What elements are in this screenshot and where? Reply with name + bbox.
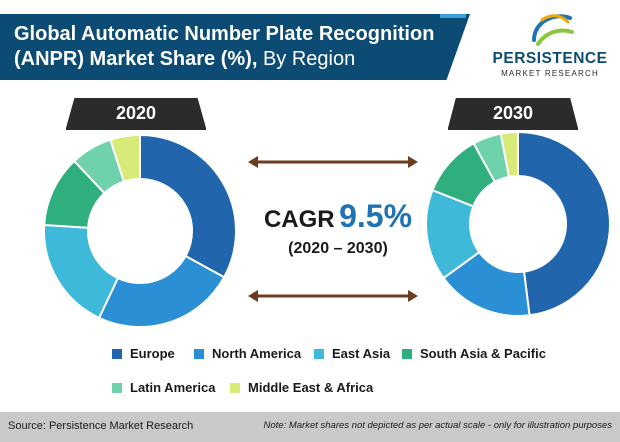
logo-sub-text: MARKET RESEARCH bbox=[501, 69, 599, 78]
cagr-block: CAGR 9.5% bbox=[248, 198, 428, 235]
legend-label: Latin America bbox=[130, 380, 216, 395]
legend-label: North America bbox=[212, 346, 302, 361]
cagr-label: CAGR bbox=[263, 206, 335, 233]
persistence-logo: PERSISTENCE MARKET RESEARCH bbox=[488, 10, 612, 90]
cagr-value: 9.5% bbox=[339, 198, 413, 234]
title-accent-bar bbox=[440, 14, 466, 18]
year-underline-2030 bbox=[448, 128, 578, 130]
donut-slice-2030-middle-east-and-africa bbox=[499, 130, 519, 179]
legend-swatch bbox=[230, 383, 240, 393]
donut-slice-2020-north-america bbox=[97, 254, 226, 328]
double-arrow-bottom-icon bbox=[248, 290, 418, 302]
legend-label: East Asia bbox=[332, 346, 391, 361]
legend-label: South Asia & Pacific bbox=[420, 346, 546, 361]
legend-label: Europe bbox=[130, 346, 175, 361]
legend-swatch bbox=[112, 349, 122, 359]
page-title-main: Global Automatic Number Plate Recognitio… bbox=[14, 23, 435, 70]
year-tab-2030: 2030 bbox=[448, 98, 578, 128]
legend-label: Middle East & Africa bbox=[248, 380, 374, 395]
donut-chart-2030 bbox=[425, 130, 611, 317]
legend-row-2: Latin America Middle East & Africa bbox=[0, 378, 620, 398]
footer-bar: Source: Persistence Market Research Note… bbox=[0, 412, 620, 442]
page-title: Global Automatic Number Plate Recognitio… bbox=[14, 22, 464, 72]
legend-swatch bbox=[314, 349, 324, 359]
double-arrow-top-icon bbox=[248, 156, 418, 168]
year-underline-2020 bbox=[66, 128, 206, 130]
donut-slice-2020-europe bbox=[139, 133, 237, 279]
logo-main-text: PERSISTENCE bbox=[492, 50, 608, 67]
title-banner bbox=[0, 14, 470, 80]
legend-swatch bbox=[112, 383, 122, 393]
cagr-period: (2020 – 2030) bbox=[288, 240, 388, 257]
donut-slice-2020-east-asia bbox=[43, 223, 120, 320]
page-title-suffix: By Region bbox=[257, 48, 356, 70]
legend-swatch bbox=[194, 349, 204, 359]
footer-source: Source: Persistence Market Research bbox=[8, 420, 194, 432]
legend-swatch bbox=[402, 349, 412, 359]
donut-slice-2020-middle-east-and-africa bbox=[109, 133, 141, 183]
footer-note: Note: Market shares not depicted as per … bbox=[263, 420, 612, 431]
donut-slice-2030-europe bbox=[517, 130, 611, 317]
donut-chart-2020 bbox=[43, 133, 237, 328]
year-tab-2020: 2020 bbox=[66, 98, 206, 128]
legend-row-1: Europe North America East Asia South Asi… bbox=[0, 344, 620, 364]
logo-swoosh-icon bbox=[532, 14, 574, 46]
